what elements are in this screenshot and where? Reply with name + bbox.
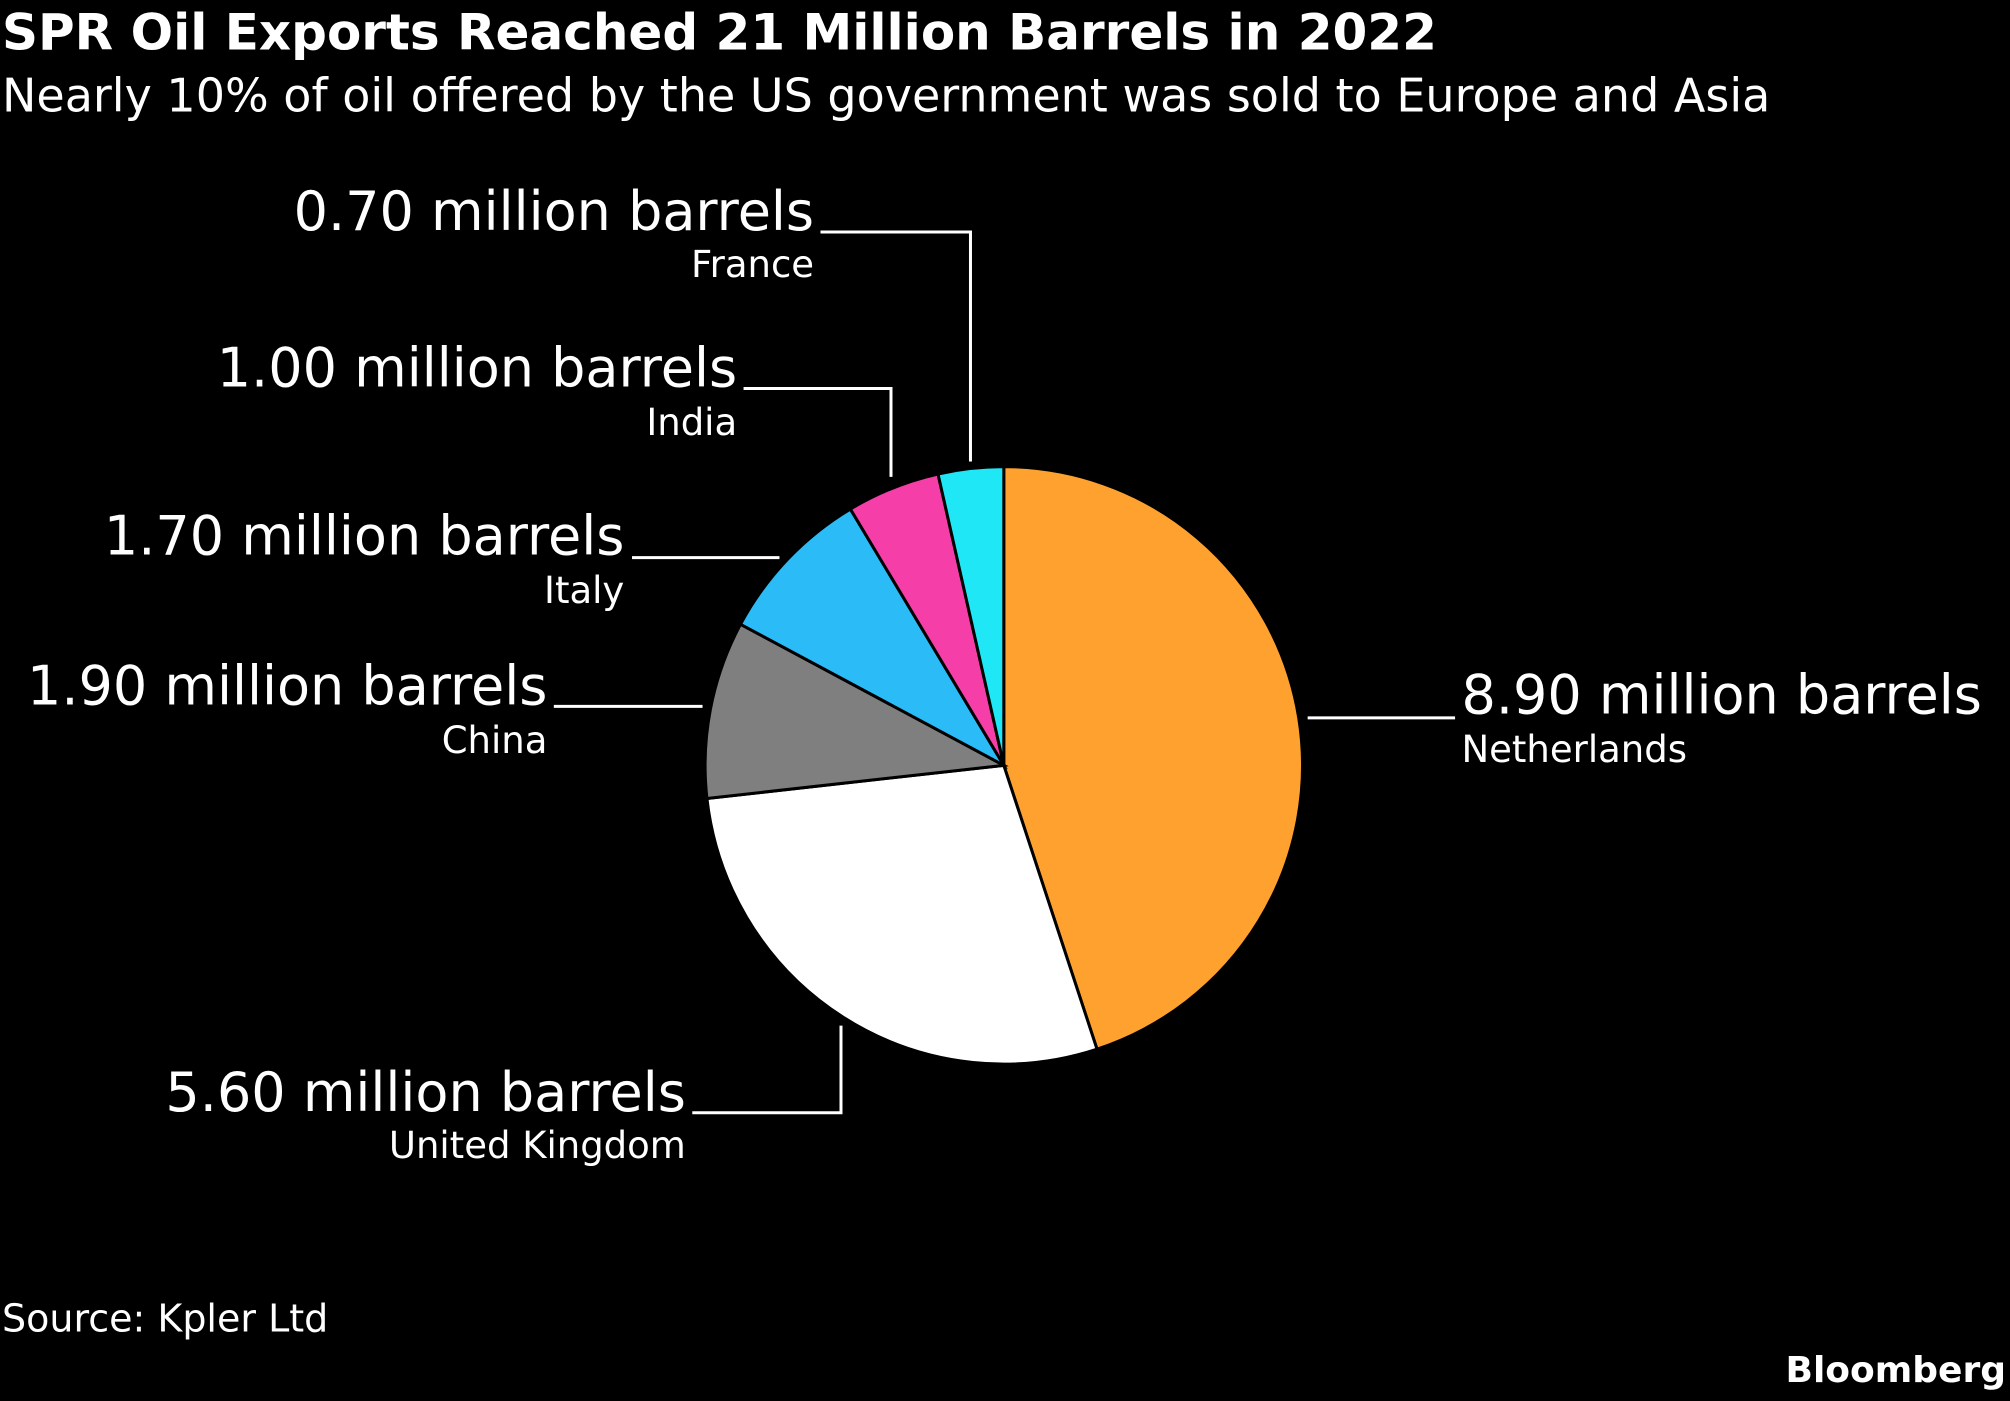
value-label: 1.00 million barrels xyxy=(217,336,737,399)
leader-line xyxy=(743,386,893,477)
category-label: China xyxy=(442,719,548,762)
category-label: Italy xyxy=(544,569,624,612)
leader-line xyxy=(820,230,972,462)
category-label: France xyxy=(691,243,814,286)
pie-slice xyxy=(705,763,1099,1066)
chart-subtitle: Nearly 10% of oil offered by the US gove… xyxy=(2,69,1770,123)
brand: Bloomberg xyxy=(1786,1350,2006,1391)
source: Source: Kpler Ltd xyxy=(2,1297,328,1341)
category-label: India xyxy=(646,401,737,444)
category-label: United Kingdom xyxy=(389,1124,686,1167)
value-label: 1.70 million barrels xyxy=(104,504,624,567)
value-label: 8.90 million barrels xyxy=(1461,663,1981,726)
category-label: Netherlands xyxy=(1461,728,1687,771)
pie-slice xyxy=(1002,465,1305,1052)
leader-line xyxy=(692,1025,843,1115)
pie xyxy=(703,465,1305,1066)
pie-slice xyxy=(738,507,1008,770)
value-label: 0.70 million barrels xyxy=(294,180,814,243)
value-label: 1.90 million barrels xyxy=(27,654,547,717)
pie-slice xyxy=(936,465,1006,766)
pie-slice xyxy=(703,622,1009,801)
value-label: 5.60 million barrels xyxy=(165,1061,685,1124)
chart-title: SPR Oil Exports Reached 21 Million Barre… xyxy=(2,4,1437,62)
